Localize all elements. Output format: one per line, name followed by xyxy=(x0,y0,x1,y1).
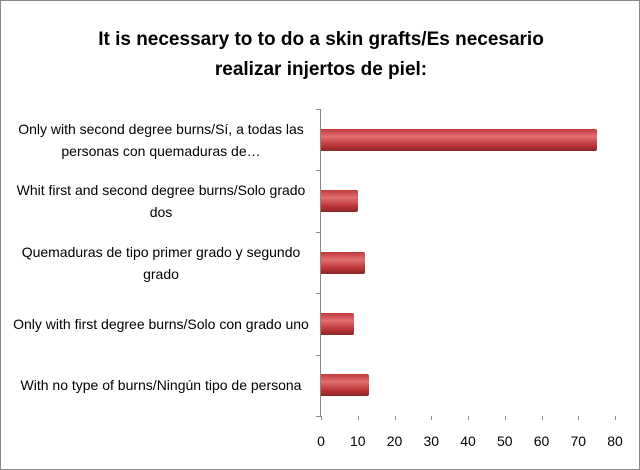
x-tick-label: 60 xyxy=(533,433,550,449)
bar xyxy=(321,190,358,213)
x-tick-label: 70 xyxy=(570,433,587,449)
y-tick-label: Only with first degree burns/Solo con gr… xyxy=(13,315,309,332)
x-tick-mark xyxy=(357,416,359,420)
x-tick-label: 50 xyxy=(496,433,513,449)
y-tick-label: Only with second degree burns/Sí, a toda… xyxy=(18,120,304,159)
y-tick-label: Quemaduras de tipo primer grado y segund… xyxy=(21,243,301,282)
x-tick-label: 20 xyxy=(386,433,403,449)
y-axis-line xyxy=(320,109,321,416)
x-tick-label: 0 xyxy=(317,433,325,449)
bar xyxy=(321,251,366,274)
x-tick-mark xyxy=(431,416,433,420)
bar xyxy=(321,374,369,397)
x-tick-label: 10 xyxy=(349,433,366,449)
x-tick-mark xyxy=(541,416,543,420)
y-tick-mark xyxy=(316,170,321,172)
x-tick-mark xyxy=(504,416,506,420)
y-tick-mark xyxy=(316,109,321,110)
y-tick-mark xyxy=(316,231,321,233)
x-tick-mark xyxy=(394,416,396,420)
x-tick-label: 80 xyxy=(607,433,623,449)
x-tick-mark xyxy=(578,416,580,420)
y-tick-mark xyxy=(316,293,321,295)
x-tick-label: 30 xyxy=(423,433,440,449)
y-tick-mark xyxy=(316,354,321,356)
x-tick-mark xyxy=(615,416,616,420)
x-tick-mark xyxy=(321,416,322,420)
y-tick-label: Whit first and second degree burns/Solo … xyxy=(16,182,306,221)
x-tick-mark xyxy=(468,416,469,420)
chart-title: It is necessary to to do a skin grafts/E… xyxy=(98,29,544,80)
bar xyxy=(321,312,355,335)
x-tick-label: 40 xyxy=(460,433,476,449)
y-tick-mark xyxy=(316,416,321,417)
bar xyxy=(321,128,597,151)
y-tick-label: With no type of burns/Ningún tipo de per… xyxy=(20,377,302,394)
